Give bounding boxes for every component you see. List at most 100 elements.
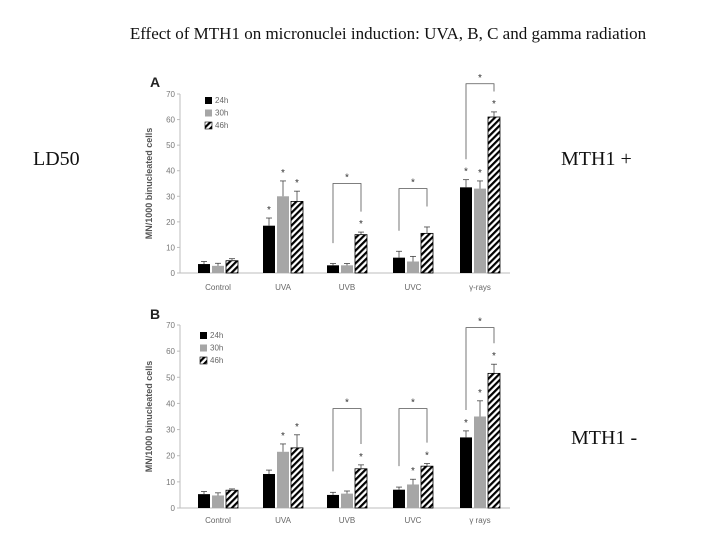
significance-star: * (359, 452, 363, 463)
bar-46h (225, 489, 239, 509)
y-tick-label: 30 (166, 426, 175, 435)
y-tick-label: 10 (166, 478, 175, 487)
legend-label: 30h (210, 344, 223, 353)
legend-swatch-30h (205, 109, 212, 117)
y-tick-label: 20 (166, 218, 175, 227)
y-tick-label: 0 (171, 504, 176, 513)
bar-24h (198, 494, 210, 508)
y-tick-label: 30 (166, 192, 175, 201)
bar-24h (460, 437, 472, 508)
bar-30h (341, 265, 353, 273)
bar-46h (225, 260, 239, 274)
y-tick-label: 40 (166, 399, 175, 408)
bar-30h (277, 196, 289, 273)
y-tick-label: 50 (166, 373, 175, 382)
bar-46h (354, 468, 368, 509)
significance-star: * (295, 422, 299, 433)
bar-46h (420, 465, 434, 509)
legend-label: 30h (215, 109, 228, 118)
y-tick-label: 40 (166, 167, 175, 176)
bracket-star: * (478, 317, 482, 328)
significance-star: * (478, 388, 482, 399)
bracket-star: * (345, 398, 349, 409)
y-tick-label: 70 (166, 90, 175, 99)
bar-24h (393, 257, 405, 273)
bar-30h (407, 484, 419, 508)
y-tick-label: 0 (171, 269, 176, 278)
significance-star: * (281, 431, 285, 442)
bar-24h (263, 225, 275, 273)
category-label: UVB (339, 283, 355, 292)
significance-star: * (295, 178, 299, 189)
bar-30h (212, 265, 224, 273)
significance-star: * (425, 451, 429, 462)
mth1-minus-label: MTH1 - (571, 427, 638, 449)
significance-bracket (332, 183, 362, 244)
bar-30h (407, 261, 419, 273)
bar-46h (290, 200, 304, 274)
category-label: UVA (275, 516, 292, 525)
y-axis-label: MN/1000 binucleated cells (144, 128, 154, 240)
legend-swatch-24h (205, 97, 212, 104)
legend-label: 24h (215, 96, 228, 105)
bar-30h (474, 188, 486, 273)
significance-star: * (464, 167, 468, 178)
y-tick-label: 60 (166, 116, 175, 125)
category-label: UVA (275, 283, 292, 292)
bar-24h (327, 265, 339, 273)
y-axis-label: MN/1000 binucleated cells (144, 361, 154, 473)
bar-30h (474, 416, 486, 508)
legend-swatch-46h (199, 356, 208, 365)
slide-title: Effect of MTH1 on micronuclei induction:… (129, 24, 647, 43)
category-label: γ rays (469, 516, 490, 525)
bracket-star: * (411, 178, 415, 189)
significance-star: * (478, 168, 482, 179)
y-tick-label: 60 (166, 347, 175, 356)
panel-letter: A (150, 74, 160, 90)
bar-46h (487, 372, 501, 509)
y-tick-label: 50 (166, 141, 175, 150)
chart-panel-b: B MN/1000 binucleated cells 0 10 20 30 40 50 60 7… (144, 306, 510, 525)
legend-label: 24h (210, 331, 223, 340)
y-tick-label: 70 (166, 321, 175, 330)
significance-star: * (281, 168, 285, 179)
legend-swatch-24h (200, 332, 207, 339)
bar-24h (393, 489, 405, 508)
panel-letter: B (150, 306, 160, 322)
y-tick-label: 20 (166, 452, 175, 461)
bar-30h (341, 493, 353, 508)
legend-swatch-46h (204, 121, 213, 130)
significance-bracket (398, 188, 428, 231)
bar-46h (487, 116, 501, 274)
legend-label: 46h (210, 356, 223, 365)
significance-star: * (492, 351, 496, 362)
bracket-star: * (478, 73, 482, 84)
significance-bracket (332, 408, 362, 472)
bar-46h (354, 234, 368, 274)
bar-24h (263, 474, 275, 508)
category-label: UVB (339, 516, 355, 525)
bar-30h (212, 495, 224, 508)
bar-46h (290, 447, 304, 509)
category-label: UVC (405, 516, 422, 525)
category-label: Control (205, 283, 231, 292)
significance-star: * (411, 466, 415, 477)
y-tick-label: 10 (166, 243, 175, 252)
significance-star: * (267, 205, 271, 216)
mth1-plus-label: MTH1 + (561, 148, 632, 170)
chart-panel-a: A MN/1000 binucleated cells 0 10 20 30 40 50 60 7… (144, 73, 510, 292)
legend-swatch-30h (200, 344, 207, 352)
significance-star: * (359, 219, 363, 230)
bar-46h (420, 232, 434, 274)
significance-star: * (492, 99, 496, 110)
bar-30h (277, 451, 289, 508)
category-label: UVC (405, 283, 422, 292)
category-label: γ-rays (469, 283, 491, 292)
significance-star: * (464, 418, 468, 429)
ld50-label: LD50 (33, 148, 80, 170)
significance-bracket (398, 408, 428, 467)
bar-24h (198, 264, 210, 273)
significance-bracket (465, 83, 495, 160)
bracket-star: * (411, 398, 415, 409)
